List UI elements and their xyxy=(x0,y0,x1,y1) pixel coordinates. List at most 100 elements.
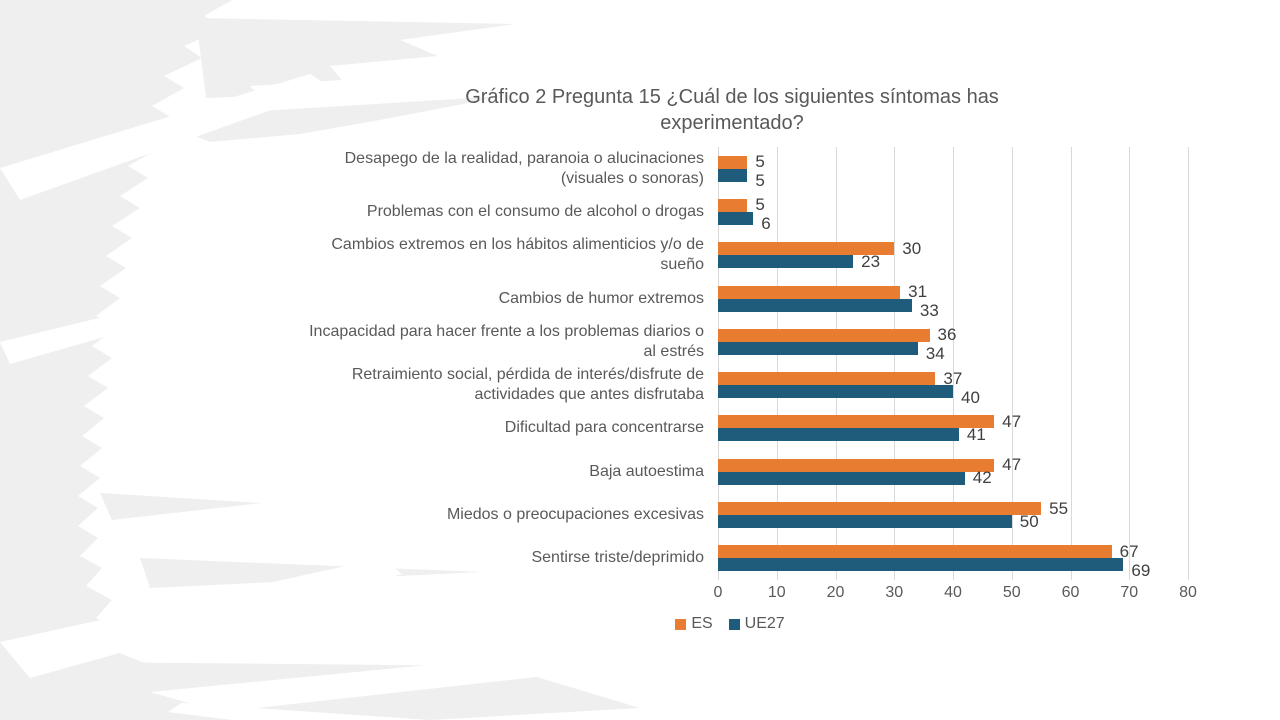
x-axis: 0 10 20 30 40 50 60 70 80 xyxy=(714,584,1197,606)
value-label: 55 xyxy=(1049,498,1069,518)
category-label: Problemas con el consumo de alcohol o dr… xyxy=(366,202,704,220)
gridline xyxy=(894,147,896,580)
gridline xyxy=(776,147,778,580)
bar-es: 55 xyxy=(718,499,1068,518)
legend: ES UE27 xyxy=(272,615,1188,633)
chart-title: Gráfico 2 Pregunta 15 ¿Cuál de los sigui… xyxy=(465,86,999,134)
bar-ue27: 41 xyxy=(718,425,986,444)
x-tick-label: 40 xyxy=(944,584,962,601)
value-label: 36 xyxy=(937,325,957,345)
bar-group: 36 34 xyxy=(718,320,1188,363)
bar-ue27: 50 xyxy=(718,512,1039,531)
bar-ue27: 33 xyxy=(718,298,939,320)
category-label: Retraimiento social, pérdida de interés/… xyxy=(351,366,704,404)
plot-area: Desapego de la realidad, paranoia o aluc… xyxy=(272,147,1189,580)
gridline xyxy=(718,147,719,580)
category-label: Incapacidad para hacer frente a los prob… xyxy=(309,322,704,360)
legend-item-es: ES xyxy=(675,615,713,633)
bar-ue27: 34 xyxy=(718,341,945,363)
value-label: 40 xyxy=(961,387,980,407)
bar-es: 30 xyxy=(718,239,921,258)
gridline xyxy=(1188,147,1189,580)
x-tick-label: 10 xyxy=(767,584,786,601)
value-label: 23 xyxy=(861,251,881,271)
value-label: 31 xyxy=(908,282,928,302)
bar-es: 47 xyxy=(718,455,1021,474)
x-tick-label: 60 xyxy=(1061,584,1080,601)
category-row: Baja autoestima 47 42 xyxy=(272,450,1188,493)
category-label: Cambios extremos en los hábitos alimenti… xyxy=(331,236,704,274)
value-label: 5 xyxy=(755,195,765,215)
gridline xyxy=(1011,147,1013,580)
value-label: 6 xyxy=(761,214,771,234)
category-label: Cambios de humor extremos xyxy=(498,289,704,307)
value-label: 37 xyxy=(943,368,963,388)
legend-item-ue27: UE27 xyxy=(728,615,785,633)
category-row: Desapego de la realidad, paranoia o aluc… xyxy=(272,147,1188,191)
category-row: Cambios de humor extremos 31 33 xyxy=(272,277,1188,320)
legend-swatch xyxy=(675,618,687,630)
bar-es: 47 xyxy=(718,412,1021,431)
category-label: Dificultad para concentrarse xyxy=(504,419,704,437)
x-tick-label: 70 xyxy=(1120,584,1139,601)
bar-group: 47 41 xyxy=(718,407,1188,450)
background-decoration xyxy=(0,0,640,720)
value-label: 41 xyxy=(966,424,986,444)
category-label: Miedos o preocupaciones excesivas xyxy=(446,506,704,524)
bar-group: 47 42 xyxy=(718,450,1188,493)
bar-ue27: 69 xyxy=(718,558,1150,580)
bar-ue27: 40 xyxy=(718,385,980,407)
category-label: Baja autoestima xyxy=(589,462,704,480)
bar-ue27: 5 xyxy=(718,168,765,190)
x-tick-label: 50 xyxy=(1002,584,1021,601)
bar-ue27: 23 xyxy=(718,252,880,271)
category-row: Sentirse triste/deprimido 67 69 xyxy=(272,537,1188,580)
bar-ue27: 42 xyxy=(718,468,992,487)
category-row: Dificultad para concentrarse 47 41 xyxy=(272,407,1188,450)
value-label: 50 xyxy=(1019,511,1039,531)
bar-ue27: 6 xyxy=(718,211,771,233)
gridlines xyxy=(718,147,1189,580)
gridline xyxy=(835,147,837,580)
bar-es: 31 xyxy=(718,282,927,301)
bar-group: 55 50 xyxy=(718,493,1188,536)
legend-swatch xyxy=(728,618,740,630)
category-row: Incapacidad para hacer frente a los prob… xyxy=(272,320,1188,364)
bar-es: 5 xyxy=(718,195,765,214)
bar-group: 67 69 xyxy=(718,537,1188,580)
legend-label: ES xyxy=(691,615,713,632)
value-label: 5 xyxy=(755,171,765,191)
value-label: 5 xyxy=(755,152,765,172)
value-label: 67 xyxy=(1119,541,1139,561)
value-label: 34 xyxy=(925,344,945,364)
category-label: Desapego de la realidad, paranoia o aluc… xyxy=(344,149,704,187)
bar-es: 67 xyxy=(718,542,1139,561)
x-tick-label: 0 xyxy=(713,584,723,601)
gridline xyxy=(1070,147,1072,580)
bar-es: 5 xyxy=(718,152,765,171)
category-row: Miedos o preocupaciones excesivas 55 50 xyxy=(272,493,1188,536)
bar-group: 30 23 xyxy=(718,234,1188,277)
value-label: 30 xyxy=(902,238,922,258)
category-row: Cambios extremos en los hábitos alimenti… xyxy=(272,234,1188,277)
x-tick-label: 20 xyxy=(826,584,845,601)
value-label: 47 xyxy=(1002,455,1022,475)
bar-group: 31 33 xyxy=(718,277,1188,320)
value-label: 47 xyxy=(1002,411,1022,431)
x-tick-label: 80 xyxy=(1179,584,1197,601)
category-row: Retraimiento social, pérdida de interés/… xyxy=(272,363,1188,407)
gridline xyxy=(953,147,954,580)
bar-es: 36 xyxy=(718,325,956,344)
value-label: 42 xyxy=(972,468,992,488)
gridline xyxy=(1129,147,1131,580)
legend-label: UE27 xyxy=(744,615,785,632)
bar-group: 37 40 xyxy=(718,363,1188,407)
value-label: 33 xyxy=(919,301,939,321)
value-label: 69 xyxy=(1131,560,1151,580)
bar-es: 37 xyxy=(718,369,962,388)
plot-rows: Desapego de la realidad, paranoia o aluc… xyxy=(272,147,1188,580)
category-row: Problemas con el consumo de alcohol o dr… xyxy=(272,190,1188,233)
